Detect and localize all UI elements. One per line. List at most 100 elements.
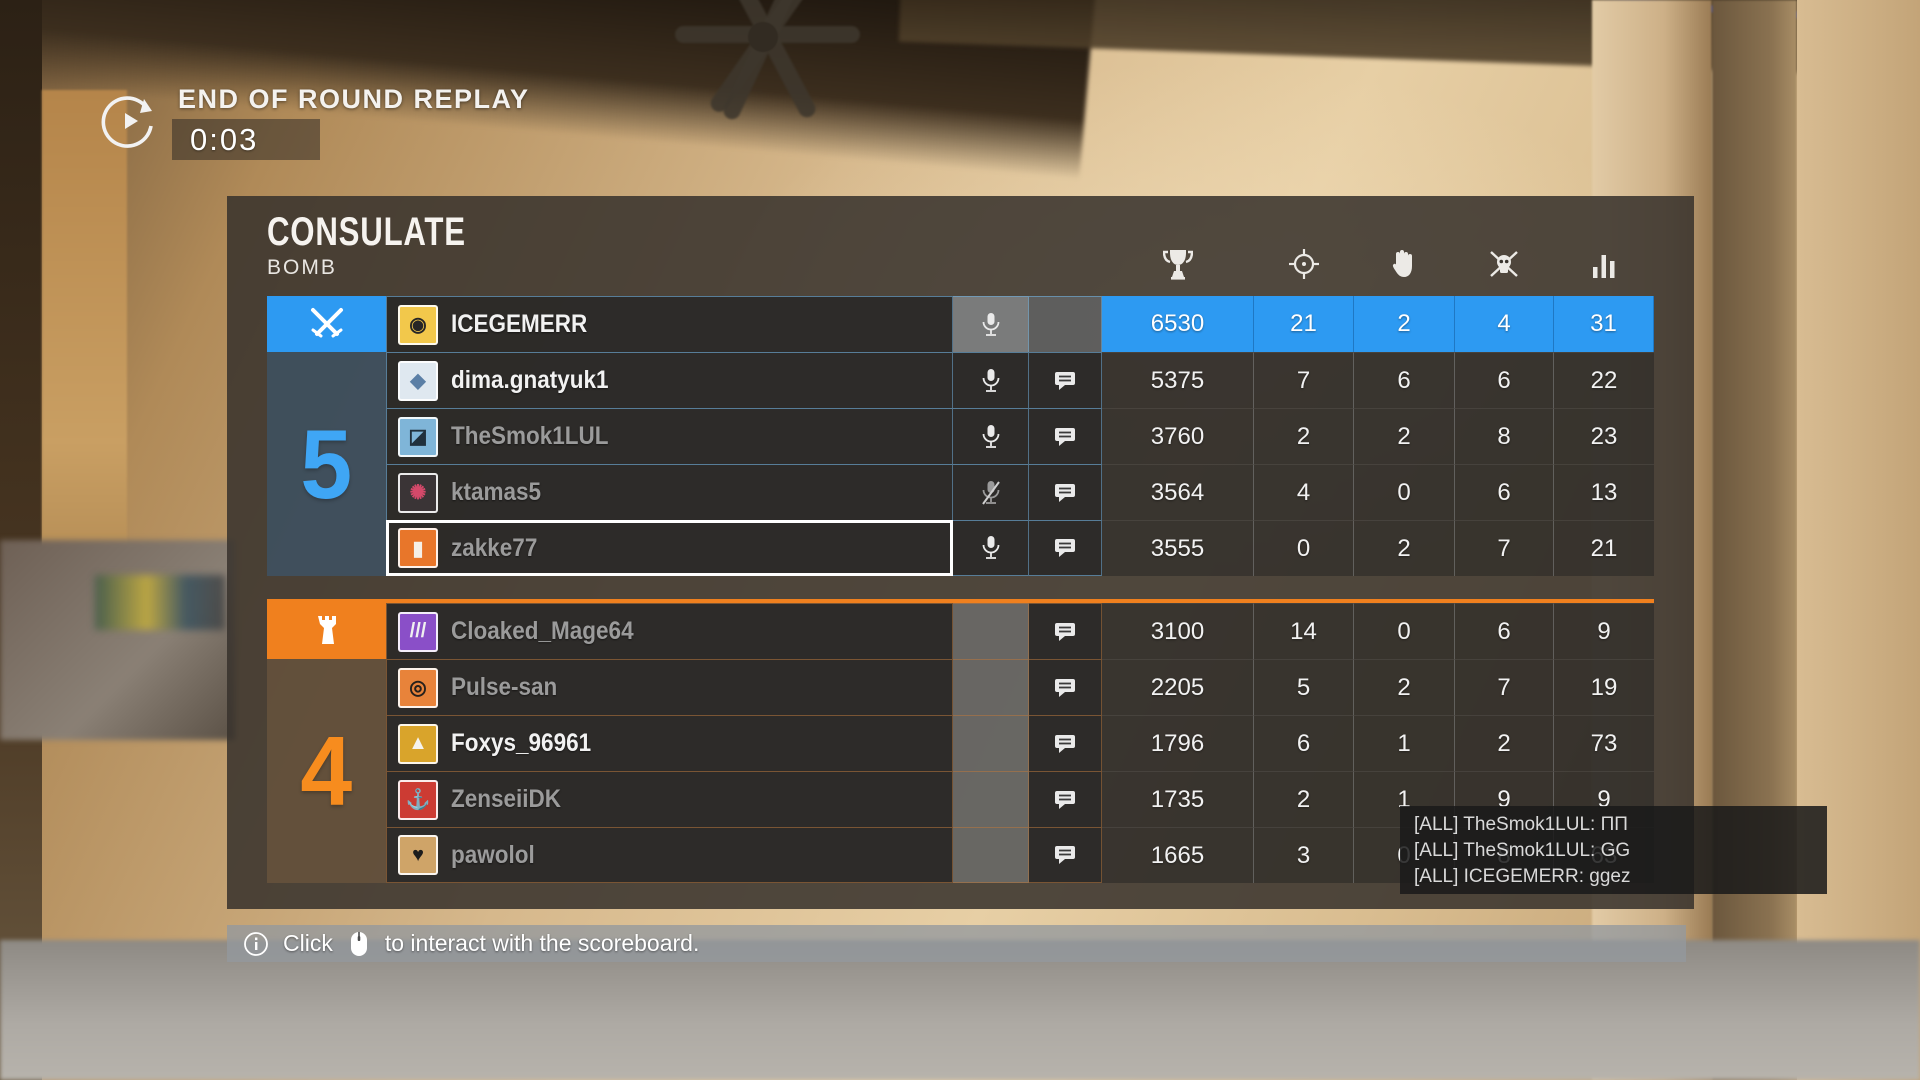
chat-message: [ALL] TheSmok1LUL: GG — [1414, 840, 1631, 861]
attackers-roster: ◉ ICEGEMERR 6530 21 2 4 31 ◆ dima.gnatyuk1… — [386, 296, 1654, 576]
stat-assists: 1 — [1354, 715, 1455, 771]
chat-cell — [1029, 827, 1102, 883]
info-icon — [243, 931, 269, 957]
chat-icon — [1055, 734, 1075, 753]
chat-icon — [1055, 427, 1075, 446]
mic-icon — [982, 424, 999, 448]
stat-ping: 9 — [1554, 603, 1654, 659]
stat-ping: 19 — [1554, 659, 1654, 715]
chat-cell — [1029, 771, 1102, 827]
mic-button[interactable] — [953, 408, 1029, 464]
chat-message: [ALL] ICEGEMERR: ggez — [1414, 866, 1631, 887]
stat-kills: 0 — [1254, 520, 1354, 576]
defenders-round-score: 4 — [267, 659, 386, 883]
operator-icon: /// — [398, 611, 438, 652]
chat-icon — [1055, 678, 1075, 697]
player-name: Pulse-san — [451, 673, 558, 701]
game-mode: BOMB — [267, 256, 337, 279]
player-row-dima-gnatyuk1[interactable]: ◆ dima.gnatyuk1 5375 7 6 6 22 — [386, 352, 1654, 408]
stat-ping: 22 — [1554, 352, 1654, 408]
player-name: dima.gnatyuk1 — [451, 366, 609, 394]
stat-assists: 6 — [1354, 352, 1455, 408]
stat-score: 3555 — [1102, 520, 1254, 576]
player-row-cloaked-mage64[interactable]: /// Cloaked_Mage64 3100 14 0 6 9 — [386, 603, 1654, 659]
mic-button[interactable] — [953, 352, 1029, 408]
mic-muted-icon — [981, 480, 1000, 505]
chat-icon — [1055, 622, 1075, 641]
mic-button[interactable] — [953, 296, 1029, 352]
defenders-roster: /// Cloaked_Mage64 3100 14 0 6 9 ◎ Pulse-s… — [386, 603, 1654, 883]
player-row-icegemerr[interactable]: ◉ ICEGEMERR 6530 21 2 4 31 — [386, 296, 1654, 352]
stat-kills: 6 — [1254, 715, 1354, 771]
stats-column-header — [227, 246, 1694, 282]
chat-cell — [1029, 352, 1102, 408]
scoreboard-panel: CONSULATE BOMB 5 4 — [227, 196, 1694, 909]
stat-deaths: 4 — [1455, 296, 1554, 352]
operator-icon: ✺ — [398, 472, 438, 513]
chat-icon — [1055, 483, 1075, 502]
mic-icon — [982, 368, 999, 392]
player-row-zenseiidk[interactable]: ⚓ ZenseiiDK 1735 2 1 9 9 — [386, 771, 1654, 827]
mic-button[interactable] — [953, 464, 1029, 520]
player-row-thesmok1lul[interactable]: ◪ TheSmok1LUL 3760 2 2 8 23 — [386, 408, 1654, 464]
crosshair-icon — [1284, 246, 1324, 282]
chat-cell — [1029, 408, 1102, 464]
player-row-foxys-96961[interactable]: ▲ Foxys_96961 1796 6 1 2 73 — [386, 715, 1654, 771]
bar-chart-icon — [1584, 246, 1624, 282]
operator-icon: ▮ — [398, 528, 438, 568]
player-row-ktamas5[interactable]: ✺ ktamas5 3564 4 0 6 13 — [386, 464, 1654, 520]
chat-cell — [1029, 659, 1102, 715]
mic-cell — [953, 659, 1029, 715]
player-row-pulse-san[interactable]: ◎ Pulse-san 2205 5 2 7 19 — [386, 659, 1654, 715]
mouse-icon — [349, 930, 369, 958]
stat-deaths: 6 — [1455, 352, 1554, 408]
skull-crossbones-icon — [1484, 246, 1524, 282]
mic-cell — [953, 771, 1029, 827]
chat-cell — [1029, 715, 1102, 771]
player-name: Foxys_96961 — [451, 729, 592, 757]
stat-kills: 21 — [1254, 296, 1354, 352]
player-name: TheSmok1LUL — [451, 422, 609, 450]
stat-kills: 5 — [1254, 659, 1354, 715]
stat-score: 5375 — [1102, 352, 1254, 408]
trophy-icon — [1158, 246, 1198, 282]
attackers-team-badge — [267, 296, 386, 352]
chat-cell — [1029, 603, 1102, 659]
replay-timer-value: 0:03 — [190, 121, 259, 157]
operator-icon: ⚓ — [398, 779, 438, 820]
chat-icon — [1055, 790, 1075, 809]
stat-deaths: 6 — [1455, 603, 1554, 659]
stat-deaths: 2 — [1455, 715, 1554, 771]
stat-deaths: 7 — [1455, 520, 1554, 576]
mic-cell — [953, 715, 1029, 771]
chat-cell — [1029, 520, 1102, 576]
map-name: CONSULATE — [267, 210, 466, 254]
player-row-zakke77-local-player[interactable]: ▮ zakke77 3555 0 2 7 21 — [386, 520, 1654, 576]
stat-ping: 73 — [1554, 715, 1654, 771]
mic-button[interactable] — [953, 520, 1029, 576]
stat-assists: 2 — [1354, 659, 1455, 715]
stat-assists: 2 — [1354, 520, 1455, 576]
operator-icon: ◉ — [398, 304, 438, 345]
stat-ping: 13 — [1554, 464, 1654, 520]
chat-icon — [1055, 371, 1075, 390]
stat-assists: 0 — [1354, 464, 1455, 520]
stat-score: 6530 — [1102, 296, 1254, 352]
operator-icon: ▲ — [398, 723, 438, 764]
stat-kills: 3 — [1254, 827, 1354, 883]
player-name: ICEGEMERR — [451, 310, 588, 338]
chat-overlay: [ALL] TheSmok1LUL: ПП [ALL] TheSmok1LUL:… — [1400, 806, 1827, 894]
hint-text-interact: to interact with the scoreboard. — [384, 930, 700, 956]
player-name: Cloaked_Mage64 — [451, 617, 634, 645]
stat-assists: 0 — [1354, 603, 1455, 659]
tower-icon — [317, 616, 336, 644]
defenders-team-badge — [267, 603, 386, 659]
chat-icon — [1055, 539, 1075, 557]
stat-score: 1796 — [1102, 715, 1254, 771]
stat-kills: 2 — [1254, 408, 1354, 464]
mic-cell — [953, 603, 1029, 659]
stat-assists: 2 — [1354, 296, 1455, 352]
replay-timer: 0:03 — [172, 119, 320, 160]
stat-deaths: 8 — [1455, 408, 1554, 464]
stat-kills: 7 — [1254, 352, 1354, 408]
